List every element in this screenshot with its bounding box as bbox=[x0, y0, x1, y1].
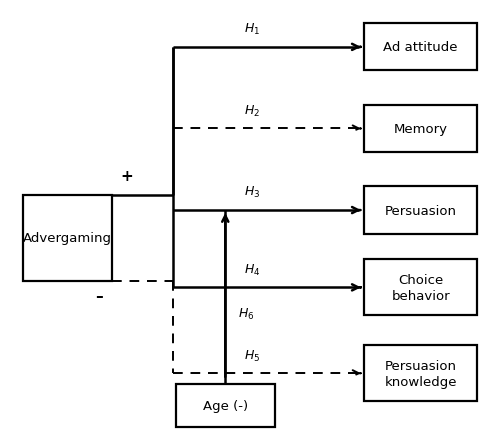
Text: $H_4$: $H_4$ bbox=[244, 262, 260, 277]
Text: $H_1$: $H_1$ bbox=[244, 22, 260, 37]
Text: $H_6$: $H_6$ bbox=[238, 306, 254, 321]
FancyBboxPatch shape bbox=[22, 196, 112, 281]
Text: Age (-): Age (-) bbox=[202, 399, 248, 412]
Text: $H_3$: $H_3$ bbox=[244, 185, 260, 200]
Text: Ad attitude: Ad attitude bbox=[384, 41, 458, 54]
Text: Choice
behavior: Choice behavior bbox=[392, 273, 450, 302]
Text: Persuasion
knowledge: Persuasion knowledge bbox=[384, 359, 457, 388]
Text: –: – bbox=[96, 289, 103, 304]
Text: Memory: Memory bbox=[394, 123, 448, 136]
FancyBboxPatch shape bbox=[364, 260, 478, 316]
FancyBboxPatch shape bbox=[364, 187, 478, 234]
Text: Advergaming: Advergaming bbox=[22, 232, 112, 245]
Text: $H_2$: $H_2$ bbox=[244, 103, 260, 118]
FancyBboxPatch shape bbox=[364, 24, 478, 71]
FancyBboxPatch shape bbox=[364, 105, 478, 153]
FancyBboxPatch shape bbox=[364, 345, 478, 401]
Text: Persuasion: Persuasion bbox=[384, 204, 456, 217]
Text: $H_5$: $H_5$ bbox=[244, 348, 260, 363]
FancyBboxPatch shape bbox=[176, 384, 274, 427]
Text: +: + bbox=[120, 169, 133, 184]
